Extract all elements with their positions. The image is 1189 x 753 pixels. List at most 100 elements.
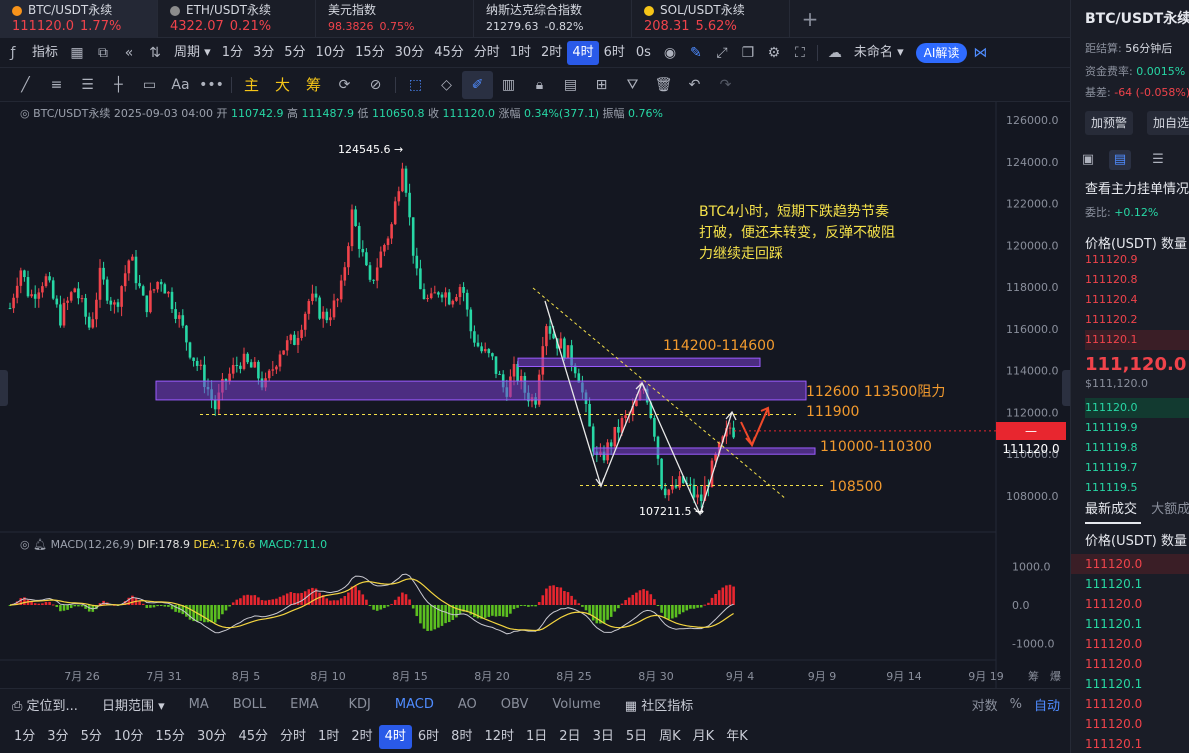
indicator-button[interactable]: 指标 <box>32 44 59 60</box>
ask-row[interactable]: 111120.1 <box>1085 330 1189 350</box>
ask-row[interactable]: 111120.8 <box>1085 273 1138 286</box>
eraser-icon[interactable]: ◇ <box>441 76 452 93</box>
timeframe-quick-option[interactable]: 3分 <box>47 728 69 744</box>
locate-button[interactable]: ⎙ 定位到... <box>12 699 78 714</box>
orderbook-bids-icon[interactable]: ▤ <box>1109 150 1131 170</box>
ask-row[interactable]: 111120.2 <box>1085 313 1138 326</box>
undo-icon[interactable]: ↶ <box>688 76 701 93</box>
timeframe-quick-option[interactable]: 分时 <box>280 728 307 744</box>
add-alert-button[interactable]: 加预警 <box>1085 111 1134 135</box>
timeframe-quick-option[interactable]: 12时 <box>484 728 514 744</box>
indicator-option[interactable]: MA <box>188 697 209 712</box>
filter-icon[interactable]: ⛛ <box>626 76 639 93</box>
big-order-button[interactable]: 大 <box>274 76 290 94</box>
timeframe-option[interactable]: 6时 <box>603 44 625 60</box>
alert-icon[interactable]: 🔔︎ <box>33 538 48 551</box>
timeframe-option[interactable]: 2时 <box>541 44 563 60</box>
symbol-tab[interactable]: SOL/USDT永续 208.31 5.62% <box>632 0 790 38</box>
timeframe-quick-option[interactable]: 30分 <box>196 728 227 744</box>
timeframe-quick-option[interactable]: 3日 <box>592 728 614 744</box>
candles-icon[interactable]: ▥ <box>501 76 516 93</box>
timeframe-quick-option[interactable]: 1日 <box>526 728 548 744</box>
layout-name-select[interactable]: 未命名 ▾ <box>853 44 904 60</box>
lock-icon[interactable]: 🔒︎ <box>535 76 544 93</box>
timeframe-quick-option[interactable]: 1分 <box>14 728 36 744</box>
timeframe-quick-option[interactable]: 月K <box>692 728 715 744</box>
horizontal-line-icon[interactable]: ┼ <box>114 76 123 93</box>
bid-row[interactable]: 111119.8 <box>1085 441 1138 454</box>
eye-icon[interactable]: ◎ <box>20 538 30 551</box>
timeframe-quick-option[interactable]: 2时 <box>351 728 373 744</box>
timeframe-option[interactable]: 1分 <box>221 44 243 60</box>
calendar-icon[interactable]: ▦ <box>70 44 84 61</box>
timeframe-quick-option[interactable]: 45分 <box>238 728 269 744</box>
log-scale-toggle[interactable]: 对数 <box>971 699 998 714</box>
channel-icon[interactable]: ☰ <box>81 76 94 93</box>
period-button[interactable]: 周期 ▾ <box>174 44 211 60</box>
timeframe-quick-option[interactable]: 5分 <box>80 728 102 744</box>
ask-row[interactable]: 111120.9 <box>1085 253 1138 266</box>
text-tool-icon[interactable]: Aa <box>171 76 190 93</box>
auto-scale-toggle[interactable]: 自动 <box>1033 699 1060 714</box>
more-tools-icon[interactable]: ••• <box>199 76 224 93</box>
orderbook-both-icon[interactable]: ▣ <box>1081 152 1095 167</box>
percent-scale-toggle[interactable]: % <box>1009 697 1022 712</box>
bid-row[interactable]: 111120.0 <box>1085 398 1189 418</box>
timeframe-quick-option[interactable]: 10分 <box>113 728 144 744</box>
symbol-tab[interactable]: 美元指数 98.3826 0.75% <box>316 0 474 38</box>
timeframe-option[interactable]: 45分 <box>434 44 464 60</box>
ai-interpret-button[interactable]: AI解读 <box>915 42 968 63</box>
kline-chart[interactable]: 126000.0 124000.0 122000.0 120000.0 118000.0… <box>0 102 1070 688</box>
pen-icon[interactable]: ✎ <box>690 44 702 61</box>
trend-line-icon[interactable]: ╱ <box>21 76 30 93</box>
add-watchlist-button[interactable]: 加自选 <box>1147 111 1189 135</box>
symbol-tab[interactable]: 纳斯达克综合指数 21279.63 -0.82% <box>474 0 632 38</box>
timeframe-option[interactable]: 4时 <box>567 40 599 65</box>
indicator-icon[interactable]: ƒ <box>10 44 16 61</box>
compare-icon[interactable]: ⇅ <box>149 44 161 61</box>
timeframe-quick-option[interactable]: 周K <box>659 728 681 744</box>
add-tab-icon[interactable]: + <box>801 7 819 31</box>
rectangle-icon[interactable]: ▭ <box>142 76 157 93</box>
magnet-icon[interactable]: ⬚ <box>408 76 423 93</box>
timeframe-option[interactable]: 3分 <box>252 44 275 60</box>
share-icon[interactable]: ⋈ <box>973 44 988 61</box>
indicator-option[interactable]: EMA <box>290 697 319 712</box>
timeframe-quick-option[interactable]: 4时 <box>378 724 412 749</box>
timeframe-option[interactable]: 30分 <box>394 44 425 60</box>
rewind-icon[interactable]: « <box>124 44 134 61</box>
timeframe-quick-option[interactable]: 8时 <box>451 728 473 744</box>
timeframe-option[interactable]: 1时 <box>509 44 532 60</box>
ask-row[interactable]: 111120.4 <box>1085 293 1138 306</box>
main-force-button[interactable]: 主 <box>243 76 259 94</box>
timeframe-option[interactable]: 分时 <box>473 44 500 60</box>
settings-icon[interactable]: ⚙ <box>767 44 781 61</box>
bid-row[interactable]: 111119.7 <box>1085 461 1138 474</box>
eye-icon[interactable]: ◎ <box>20 107 30 120</box>
timeframe-option[interactable]: 5分 <box>284 44 306 60</box>
indicator-option[interactable]: AO <box>457 697 477 712</box>
timeframe-quick-option[interactable]: 1时 <box>318 728 340 744</box>
camera-icon[interactable]: ◉ <box>663 44 677 61</box>
indicator-option[interactable]: OBV <box>500 697 529 712</box>
fullscreen-icon[interactable]: ⛶ <box>795 44 805 61</box>
timeframe-quick-option[interactable]: 2日 <box>559 728 581 744</box>
trash-icon[interactable]: 🗑︎ <box>654 76 673 93</box>
indicator-option[interactable]: MACD <box>394 697 434 712</box>
indicator-option[interactable]: Volume <box>552 697 601 712</box>
parallel-lines-icon[interactable]: ≡ <box>50 76 63 93</box>
right-scroll-handle[interactable] <box>1062 370 1070 406</box>
cloud-icon[interactable]: ☁ <box>827 44 842 61</box>
symbol-tab[interactable]: BTC/USDT永续 111120.0 1.77% <box>0 0 158 38</box>
timeframe-option[interactable]: 10分 <box>315 44 346 60</box>
timeframe-quick-option[interactable]: 年K <box>726 728 748 744</box>
redo-icon[interactable]: ↷ <box>719 76 732 93</box>
ruler-icon[interactable]: ⊞ <box>595 76 608 93</box>
bid-row[interactable]: 111119.9 <box>1085 421 1138 434</box>
hide-drawings-icon[interactable]: ⊘ <box>369 76 382 93</box>
copy-icon[interactable]: ❐ <box>741 44 755 61</box>
trades-tabs[interactable]: 最新成交 大额成交 <box>1085 502 1189 517</box>
chart-canvas[interactable]: 126000.0 124000.0 122000.0 120000.0 118000.0… <box>0 102 1070 688</box>
timeframe-quick-option[interactable]: 5日 <box>625 728 648 744</box>
brush-icon[interactable]: ✐ <box>462 70 493 99</box>
